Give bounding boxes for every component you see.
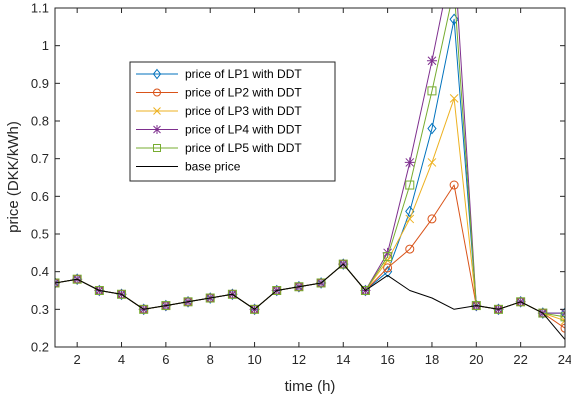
data-point-circle bbox=[560, 323, 565, 333]
x-tick-label: 8 bbox=[207, 352, 214, 367]
legend: price of LP1 with DDT price of LP2 with D… bbox=[129, 61, 336, 182]
data-point-square bbox=[183, 297, 193, 307]
data-point-square bbox=[316, 278, 326, 288]
data-point-x bbox=[449, 94, 459, 103]
legend-item: price of LP1 with DDT bbox=[136, 67, 302, 81]
data-point-square bbox=[153, 144, 161, 152]
y-tick-label: 0.9 bbox=[31, 76, 49, 91]
y-tick-label: 0.6 bbox=[31, 189, 49, 204]
data-point-star bbox=[152, 125, 162, 134]
data-point-circle bbox=[153, 88, 161, 97]
y-tick-label: 0.7 bbox=[31, 151, 49, 166]
data-point-square bbox=[294, 282, 304, 292]
legend-label: price of LP1 with DDT bbox=[185, 67, 302, 81]
legend-label: base price bbox=[185, 160, 241, 174]
y-tick-label: 0.3 bbox=[31, 302, 49, 317]
x-tick-label: 20 bbox=[469, 352, 483, 367]
data-point-star bbox=[426, 55, 437, 66]
data-point-diamond bbox=[152, 68, 162, 80]
data-point-square bbox=[383, 252, 393, 262]
x-tick-label: 22 bbox=[513, 352, 527, 367]
plot-frame bbox=[54, 7, 566, 348]
y-tick-label: 0.5 bbox=[31, 227, 49, 242]
data-point-square bbox=[360, 286, 370, 295]
data-point-square bbox=[55, 278, 60, 288]
legend-item: base price bbox=[136, 160, 241, 174]
data-point-diamond bbox=[55, 277, 60, 289]
legend-item: price of LP3 with DDT bbox=[136, 104, 302, 118]
data-point-square bbox=[272, 286, 282, 295]
data-point-diamond bbox=[449, 13, 459, 26]
y-tick-label: 0.2 bbox=[31, 340, 49, 355]
data-point-circle bbox=[383, 263, 393, 273]
series-layer bbox=[55, 8, 565, 340]
legend-label: price of LP3 with DDT bbox=[185, 104, 302, 118]
data-point-square bbox=[117, 289, 127, 299]
axes-layer: 2 4 6 8 10 12 14 16 18 20 22 240.20.30.40.50.60.70.… bbox=[31, 1, 571, 368]
data-point-square bbox=[538, 308, 548, 318]
data-point-diamond bbox=[427, 122, 437, 135]
x-tick-label: 14 bbox=[336, 352, 350, 367]
data-point-square bbox=[94, 286, 104, 295]
x-tick-label: 16 bbox=[380, 352, 394, 367]
series-line bbox=[55, 263, 565, 340]
data-point-diamond bbox=[560, 307, 565, 319]
series-6 bbox=[55, 263, 565, 340]
data-point-square bbox=[516, 297, 526, 307]
data-point-square bbox=[72, 274, 82, 284]
y-tick-label: 1.1 bbox=[31, 1, 49, 16]
legend-item: price of LP2 with DDT bbox=[136, 86, 302, 100]
x-tick-label: 12 bbox=[292, 352, 306, 367]
x-axis-label: time (h) bbox=[285, 378, 336, 395]
data-point-square bbox=[471, 301, 481, 311]
data-point-square bbox=[139, 304, 149, 314]
y-tick-label: 0.4 bbox=[31, 264, 49, 279]
legend-box bbox=[129, 61, 336, 182]
data-point-circle bbox=[449, 180, 459, 190]
y-tick-label: 0.8 bbox=[31, 114, 49, 129]
data-point-circle bbox=[405, 244, 415, 254]
data-point-star bbox=[404, 157, 415, 168]
x-tick-label: 10 bbox=[247, 352, 261, 367]
x-tick-label: 24 bbox=[558, 352, 571, 367]
data-point-square bbox=[205, 293, 215, 303]
data-point-square bbox=[427, 86, 437, 96]
data-point-square bbox=[493, 304, 503, 314]
data-point-x bbox=[153, 107, 161, 115]
legend-label: price of LP5 with DDT bbox=[185, 141, 302, 155]
legend-item: price of LP5 with DDT bbox=[136, 141, 302, 155]
data-point-x bbox=[560, 316, 565, 325]
data-point-square bbox=[227, 289, 237, 299]
legend-item: price of LP4 with DDT bbox=[136, 123, 302, 137]
data-point-square bbox=[405, 180, 415, 190]
data-point-square bbox=[250, 304, 260, 314]
x-tick-label: 6 bbox=[162, 352, 169, 367]
data-point-square bbox=[338, 259, 348, 269]
legend-label: price of LP4 with DDT bbox=[185, 123, 302, 137]
data-point-square bbox=[560, 312, 565, 322]
x-tick-label: 4 bbox=[118, 352, 125, 367]
y-tick-label: 1 bbox=[42, 38, 49, 53]
data-point-square bbox=[161, 301, 171, 311]
x-tick-label: 18 bbox=[425, 352, 439, 367]
data-point-x bbox=[427, 158, 437, 167]
x-tick-label: 2 bbox=[74, 352, 81, 367]
data-point-circle bbox=[427, 214, 437, 224]
data-point-x bbox=[405, 214, 415, 224]
y-axis-label: price (DKK/kWh) bbox=[5, 121, 22, 233]
data-point-diamond bbox=[405, 205, 415, 218]
legend-label: price of LP2 with DDT bbox=[185, 86, 302, 100]
